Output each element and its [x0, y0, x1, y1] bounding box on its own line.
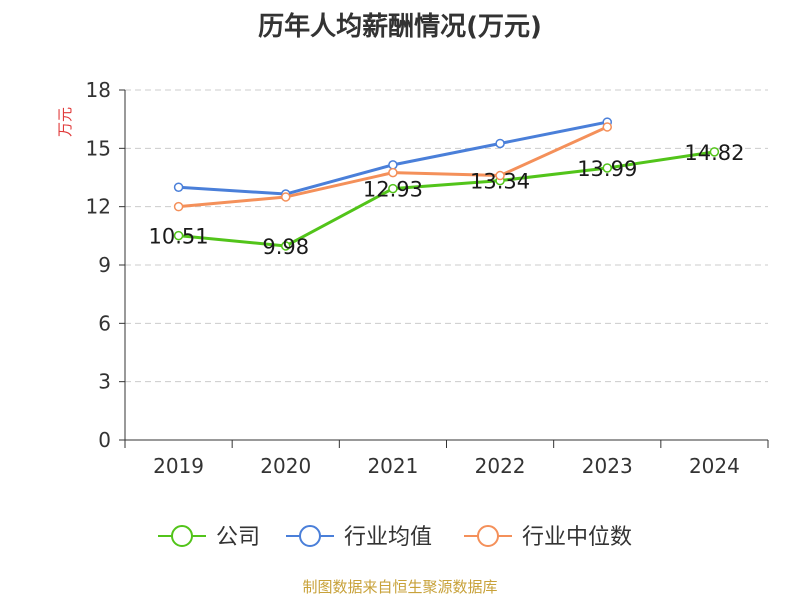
x-tick-label: 2022 [475, 454, 526, 478]
y-axis-title: 万元 [56, 107, 74, 137]
y-tick-label: 15 [86, 136, 111, 160]
x-tick-label: 2024 [689, 454, 740, 478]
data-label: 14.82 [684, 141, 744, 165]
x-tick-label: 2019 [153, 454, 204, 478]
legend-label: 行业中位数 [522, 525, 632, 550]
data-point [388, 167, 398, 178]
data-point [281, 241, 291, 251]
series-line-0 [178, 150, 715, 248]
data-label: 13.99 [577, 157, 637, 181]
y-tick-label: 12 [86, 195, 111, 219]
series-lines [173, 117, 720, 251]
data-source-note: 制图数据来自恒生聚源数据库 [302, 578, 498, 596]
legend[interactable]: 公司 行业均值 行业中位数 [158, 525, 632, 550]
data-point [281, 192, 291, 202]
legend-swatch-marker [299, 525, 321, 547]
y-tick-label: 9 [98, 253, 111, 277]
y-tick-label: 6 [98, 311, 111, 335]
data-labels: 10.51 9.98 12.93 13.34 13.99 14.82 [149, 141, 745, 259]
data-point [173, 201, 184, 212]
legend-label: 行业均值 [344, 525, 432, 550]
data-point [602, 163, 612, 173]
data-label: 13.34 [470, 170, 530, 194]
data-point [388, 183, 398, 194]
y-tick-label: 0 [98, 428, 111, 452]
data-label: 9.98 [262, 235, 309, 259]
data-point [173, 182, 184, 192]
chart-title: 历年人均薪酬情况(万元) [258, 12, 542, 42]
data-point [173, 230, 184, 241]
y-tick-label: 18 [86, 78, 111, 102]
x-tick-label: 2021 [367, 454, 418, 478]
data-label: 10.51 [149, 225, 209, 249]
y-tick-label: 3 [98, 370, 111, 394]
legend-item-0[interactable]: 公司 [158, 525, 260, 550]
legend-label: 公司 [216, 525, 260, 550]
legend-swatch-marker [171, 525, 193, 547]
data-point [388, 160, 398, 170]
data-point [709, 147, 720, 157]
legend-swatch-marker [477, 525, 499, 547]
data-point [602, 122, 612, 132]
x-tick-label: 2023 [582, 454, 633, 478]
legend-item-1[interactable]: 行业均值 [286, 525, 432, 550]
data-point [495, 138, 505, 149]
data-point [495, 170, 505, 181]
grid-lines [125, 89, 768, 383]
x-tick-label: 2020 [260, 454, 311, 478]
legend-item-2[interactable]: 行业中位数 [464, 525, 632, 550]
data-label: 12.93 [363, 178, 423, 202]
axes: 0 3 6 9 12 15 18 万元 2019 2020 2021 2022 2023 2024 [56, 78, 769, 478]
